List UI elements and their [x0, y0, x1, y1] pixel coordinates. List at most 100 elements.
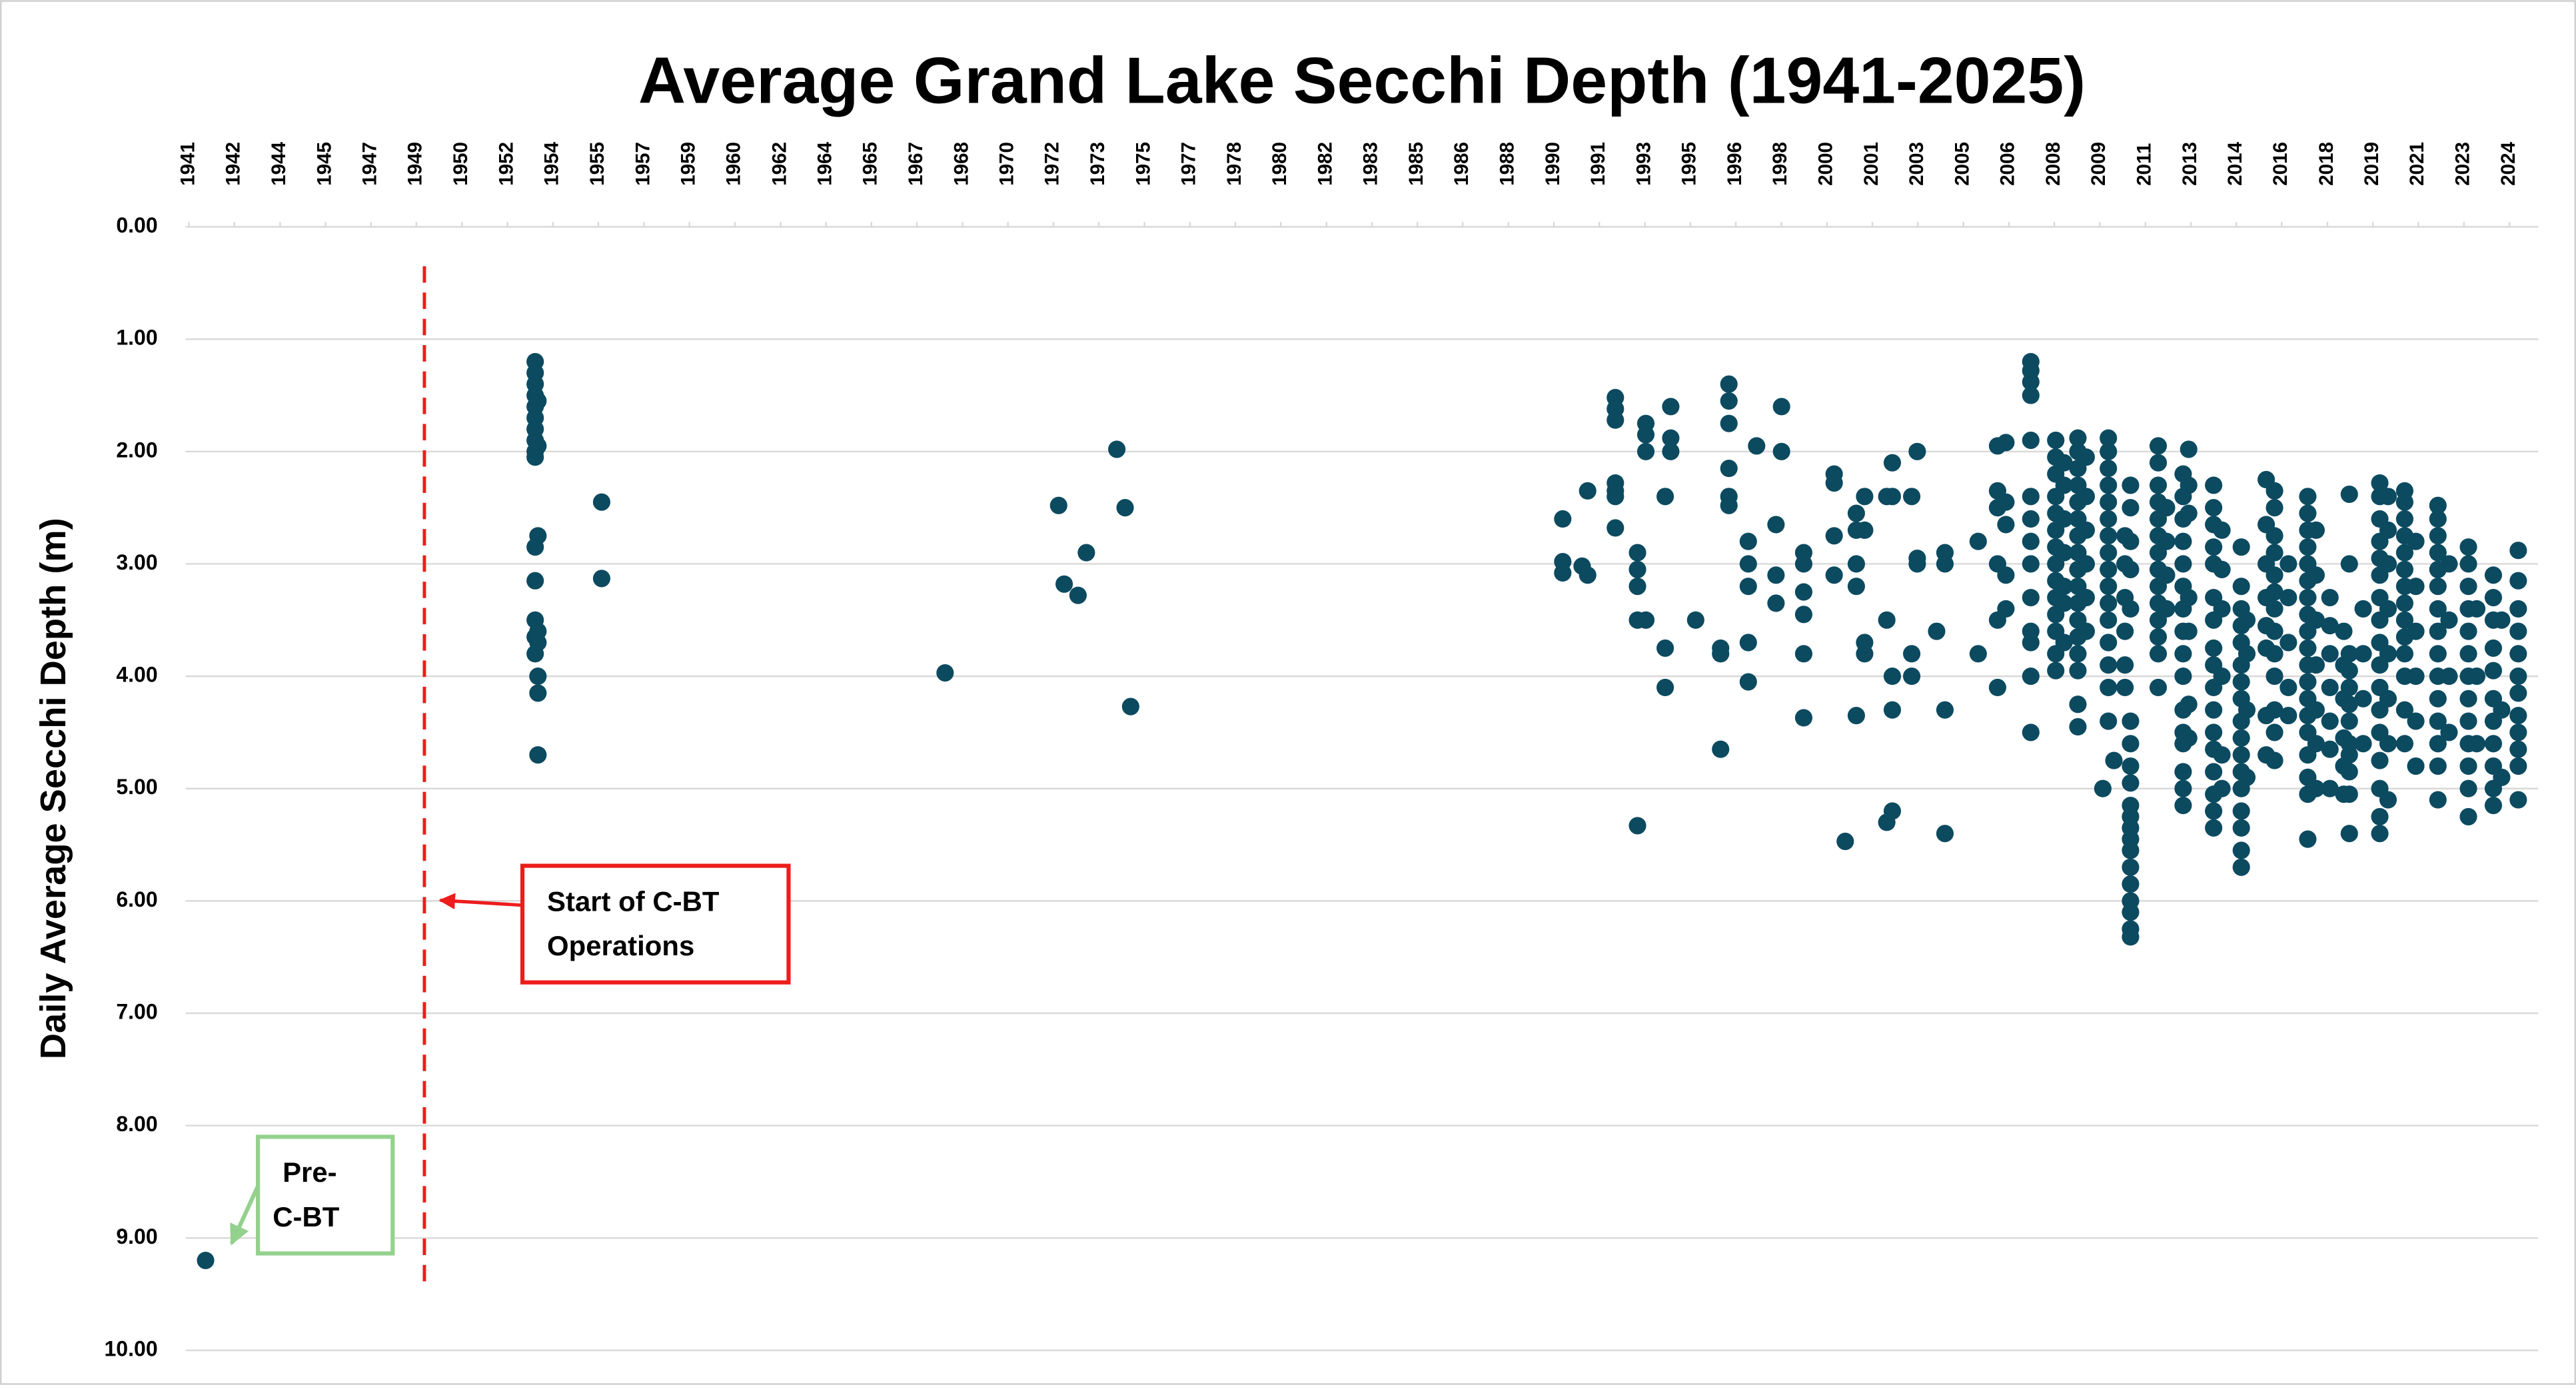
point	[2440, 611, 2458, 629]
x-tick-label: 1957	[632, 142, 654, 186]
annotation-text: Pre-	[283, 1156, 337, 1188]
point	[2149, 437, 2168, 455]
point	[1069, 586, 1087, 604]
x-tick-label: 1986	[1451, 142, 1473, 186]
point	[1739, 673, 1757, 691]
point	[2429, 791, 2447, 809]
point	[2407, 757, 2425, 775]
point	[2395, 645, 2414, 663]
point	[2232, 819, 2250, 837]
point	[2022, 488, 2040, 506]
point	[1656, 678, 1674, 697]
point	[1936, 825, 1954, 843]
point	[1883, 454, 1902, 472]
point	[2238, 701, 2256, 719]
point	[2069, 695, 2087, 713]
point	[2232, 673, 2250, 691]
point	[2180, 476, 2198, 494]
point	[2232, 802, 2250, 820]
point	[2429, 735, 2447, 753]
point	[529, 746, 547, 764]
chart-title: Average Grand Lake Secchi Depth (1941-20…	[638, 44, 2086, 117]
point	[2180, 440, 2198, 458]
point	[2077, 555, 2095, 573]
point	[1628, 817, 1646, 835]
point	[2205, 723, 2223, 741]
point	[1794, 583, 1813, 601]
point	[2279, 678, 2297, 697]
point	[2379, 488, 2397, 506]
point	[2265, 583, 2283, 601]
x-tick-label: 1972	[1041, 142, 1063, 186]
point	[2122, 875, 2140, 893]
point	[2149, 454, 2168, 472]
point	[2122, 903, 2140, 921]
x-tick-label: 1950	[450, 142, 472, 186]
point	[2180, 729, 2198, 747]
point	[1579, 566, 1597, 584]
y-tick-label: 2.00	[116, 438, 157, 462]
x-tick-label: 2021	[2406, 142, 2428, 186]
point	[2180, 695, 2198, 713]
x-tick-label: 2006	[1997, 142, 2019, 186]
x-tick-label: 1985	[1405, 142, 1427, 186]
point	[2321, 645, 2339, 663]
annotation-box	[256, 1135, 395, 1256]
x-tick-label: 1975	[1132, 142, 1154, 186]
y-tick-label: 5.00	[116, 775, 157, 799]
x-tick-label: 1964	[814, 142, 836, 186]
x-tick-label: 2014	[2224, 142, 2246, 186]
point	[2429, 496, 2447, 514]
point	[1772, 442, 1790, 460]
point	[2122, 735, 2140, 753]
point	[2149, 628, 2168, 646]
point	[2354, 600, 2372, 618]
point	[2340, 485, 2358, 503]
point	[2459, 757, 2477, 775]
x-tick-label: 1942	[223, 142, 245, 186]
point	[2429, 544, 2447, 562]
point	[2055, 476, 2073, 494]
x-tick-label: 1982	[1315, 142, 1337, 186]
point	[2340, 763, 2358, 781]
point	[2055, 544, 2073, 562]
point	[2307, 611, 2325, 629]
point	[2467, 735, 2486, 753]
point	[2307, 735, 2325, 753]
point	[1883, 701, 1902, 719]
point	[2205, 802, 2223, 820]
point	[2299, 639, 2317, 657]
x-tick-label: 2005	[1952, 142, 1974, 186]
point	[2307, 521, 2325, 539]
point	[2265, 668, 2283, 686]
x-tick-label: 1967	[905, 142, 927, 186]
point	[2335, 622, 2353, 640]
point	[2022, 634, 2040, 652]
point	[1656, 488, 1674, 506]
point	[1936, 555, 1954, 573]
point	[1662, 429, 1680, 447]
point	[2022, 588, 2040, 607]
point	[529, 634, 547, 652]
point	[1856, 488, 1874, 506]
point	[2205, 499, 2223, 517]
point	[2429, 757, 2447, 775]
point	[2022, 723, 2040, 741]
point	[2047, 431, 2065, 450]
y-tick-label: 8.00	[116, 1112, 157, 1136]
point	[2100, 527, 2118, 545]
point	[2429, 712, 2447, 730]
point	[2279, 555, 2297, 573]
point	[2100, 476, 2118, 494]
point	[1883, 668, 1902, 686]
point	[2205, 819, 2223, 837]
point	[2232, 858, 2250, 876]
point	[2122, 858, 2140, 876]
point	[1997, 516, 2015, 534]
point	[2265, 751, 2283, 769]
point	[1739, 634, 1757, 652]
point	[2407, 532, 2425, 550]
point	[1969, 532, 1987, 550]
annotation-arrow	[229, 1185, 260, 1246]
